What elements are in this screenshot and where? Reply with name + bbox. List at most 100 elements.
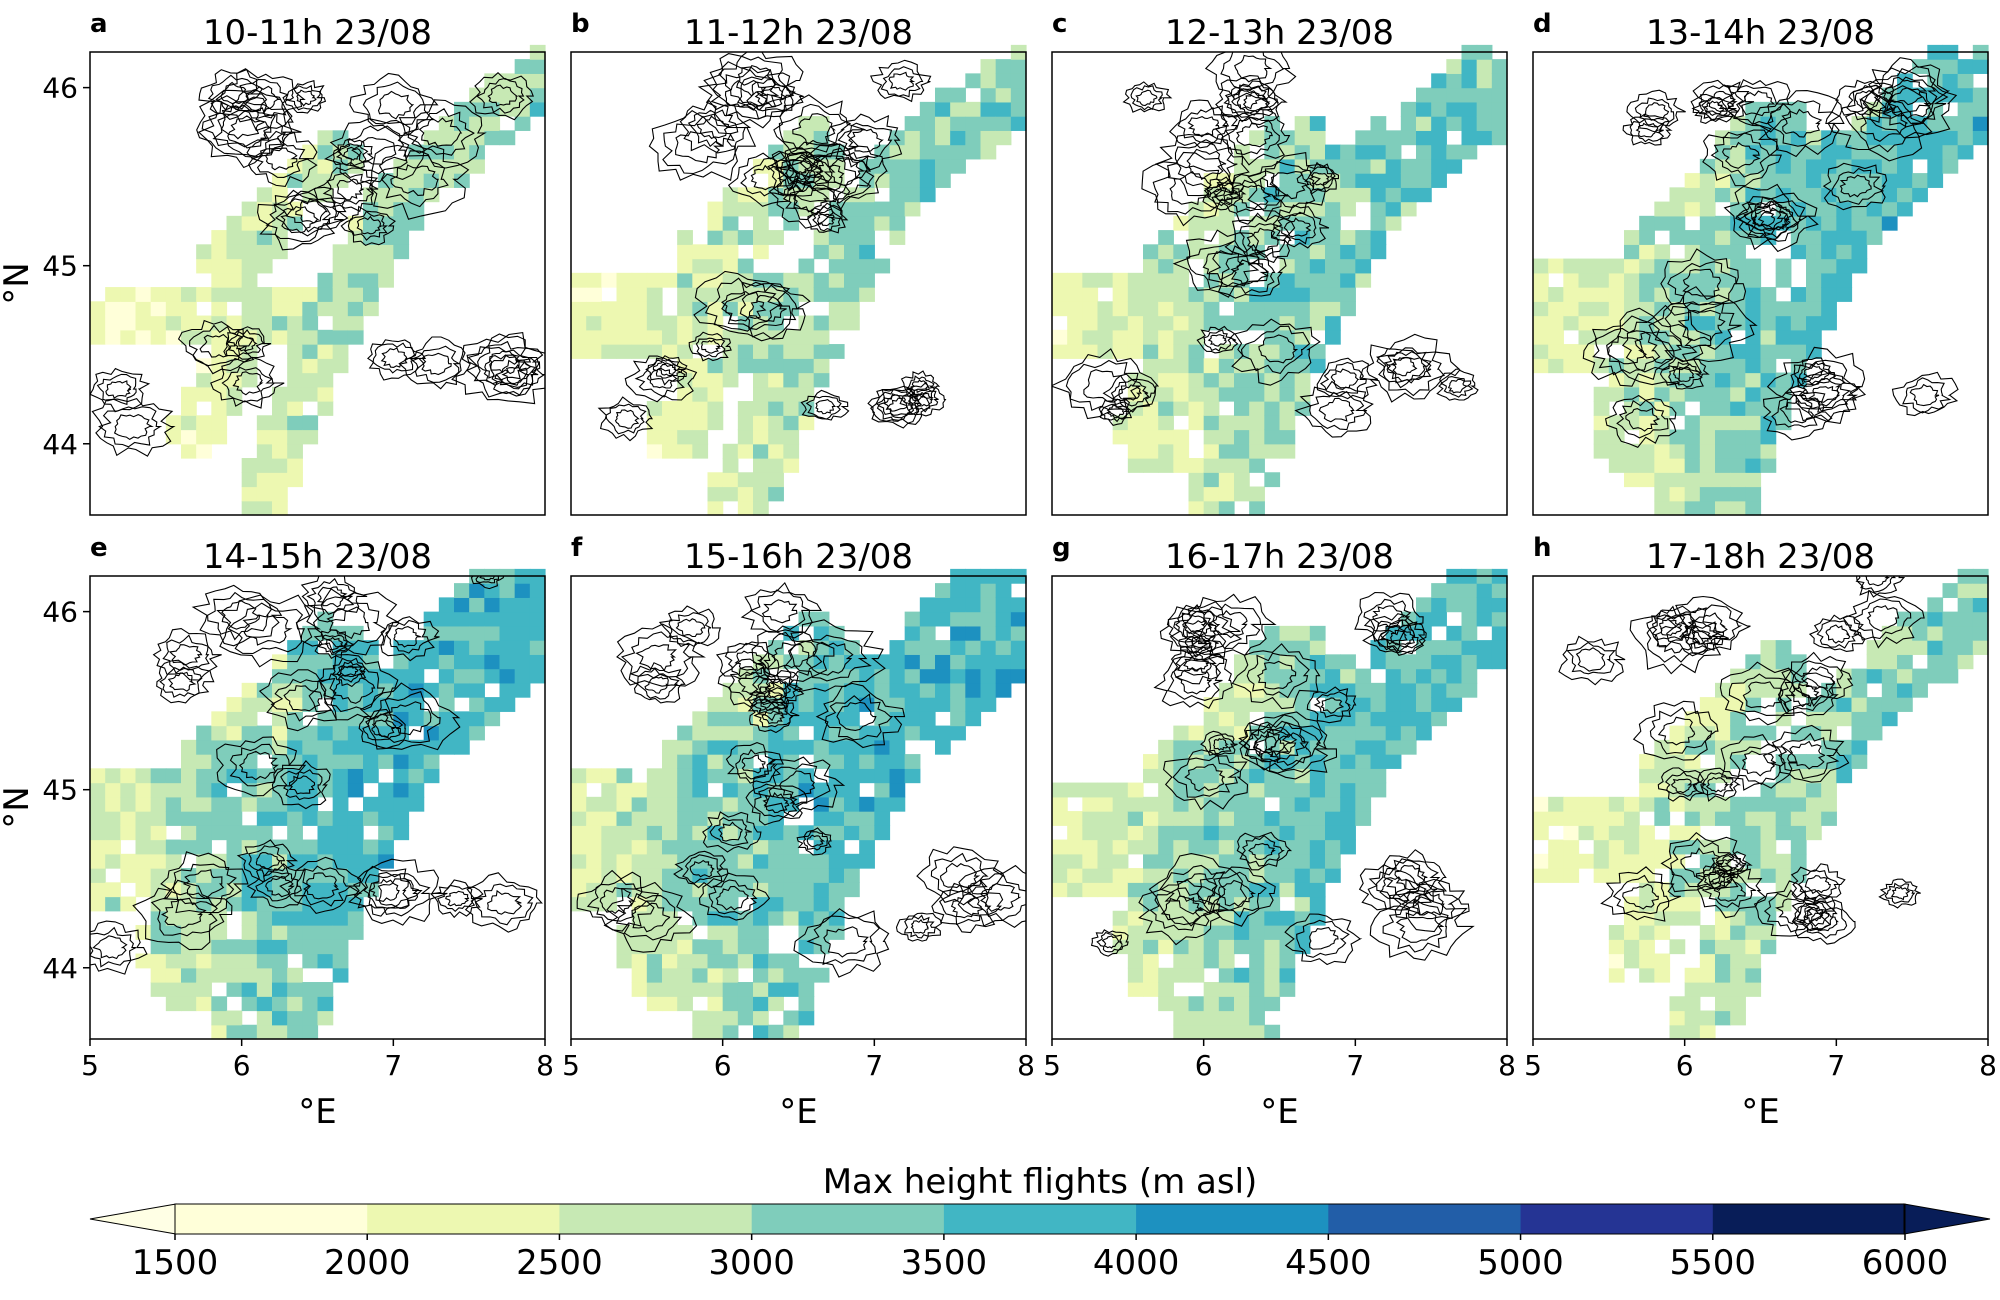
heatmap-cell: [1790, 244, 1807, 260]
heatmap-cell: [1715, 386, 1731, 402]
heatmap-cell: [1234, 1024, 1250, 1040]
heatmap-cell: [1821, 768, 1837, 784]
heatmap-cell: [1309, 301, 1326, 317]
heatmap-cell: [438, 611, 455, 627]
heatmap-cell: [1203, 996, 1220, 1012]
heatmap-cell: [662, 429, 678, 445]
heatmap-cell: [601, 839, 618, 855]
contour-line: [748, 294, 787, 322]
heatmap-cell: [1912, 625, 1928, 641]
heatmap-cell: [135, 782, 152, 798]
heatmap-cell: [378, 187, 394, 203]
heatmap-cell: [813, 625, 830, 641]
contour-line: [1808, 385, 1841, 407]
colorbar-tick-label: 4500: [1285, 1243, 1372, 1283]
heatmap-cell: [1249, 839, 1265, 855]
heatmap-cell: [1340, 754, 1356, 769]
heatmap-cell: [1264, 839, 1281, 855]
heatmap-cell: [378, 258, 394, 274]
heatmap-cell: [211, 996, 228, 1012]
heatmap-cell: [1309, 130, 1326, 146]
heatmap-cell: [1654, 443, 1671, 459]
heatmap-cell: [484, 711, 501, 727]
contour-line: [221, 366, 276, 403]
heatmap-cell: [211, 401, 228, 416]
heatmap-cell: [1067, 329, 1083, 345]
contour-line: [783, 619, 886, 693]
heatmap-cell: [571, 825, 587, 841]
contour-line: [216, 736, 307, 797]
heatmap-cell: [1370, 244, 1387, 260]
heatmap-cell: [935, 654, 951, 670]
contour-line: [159, 667, 203, 698]
heatmap-cell: [1806, 796, 1822, 812]
contour-line: [132, 879, 233, 951]
heatmap-cell: [272, 486, 288, 502]
heatmap-cell: [1431, 130, 1447, 146]
heatmap-cell: [1699, 401, 1716, 416]
heatmap-cell: [408, 768, 425, 784]
heatmap-cell: [1476, 73, 1493, 89]
heatmap-cell: [1294, 329, 1311, 345]
contour-line: [1604, 394, 1677, 448]
heatmap-cell: [571, 272, 587, 288]
heatmap-cell: [287, 472, 303, 488]
heatmap-cell: [631, 811, 648, 826]
heatmap-cell: [105, 896, 121, 912]
heatmap-cell: [1684, 825, 1701, 841]
heatmap-cell: [1203, 173, 1220, 188]
heatmap-cell: [1669, 458, 1686, 473]
heatmap-cell: [1639, 287, 1655, 302]
heatmap-cell: [889, 682, 906, 698]
heatmap-cell: [181, 967, 197, 983]
heatmap-cell: [1218, 925, 1235, 940]
heatmap-cell: [120, 315, 137, 331]
contour-line: [907, 388, 939, 413]
contour-line: [771, 642, 810, 669]
heatmap-cell: [1639, 953, 1655, 969]
heatmap-cell: [1639, 244, 1655, 260]
heatmap-cell: [393, 768, 410, 784]
contour-line: [848, 128, 884, 153]
contour-line: [1884, 882, 1916, 905]
heatmap-cell: [859, 230, 875, 245]
heatmap-cell: [828, 811, 845, 826]
heatmap-cell: [241, 230, 258, 245]
heatmap-cell: [677, 754, 693, 769]
flight-height-cells: [571, 568, 1027, 1040]
heatmap-cell: [196, 882, 212, 898]
contour-line: [1174, 141, 1238, 189]
contour-line: [1846, 84, 1892, 116]
heatmap-cell: [798, 697, 815, 712]
heatmap-cell: [1203, 1010, 1220, 1026]
heatmap-cell: [737, 486, 754, 502]
contour-line: [1734, 202, 1788, 239]
heatmap-cell: [150, 287, 167, 302]
heatmap-cell: [1249, 401, 1265, 416]
terrain-contours: [1090, 591, 1475, 966]
heatmap-cell: [813, 130, 830, 146]
heatmap-cell: [1821, 144, 1837, 160]
heatmap-cell: [677, 839, 693, 855]
contour-line: [782, 180, 838, 221]
heatmap-cell: [1234, 682, 1250, 698]
contour-line: [1607, 335, 1647, 365]
heatmap-cell: [1593, 315, 1610, 331]
heatmap-cell: [1897, 187, 1913, 203]
contour-line: [162, 634, 210, 674]
heatmap-cell: [226, 967, 243, 983]
heatmap-cell: [737, 768, 754, 784]
heatmap-cell: [1563, 272, 1580, 288]
heatmap-cell: [1446, 144, 1463, 160]
contour-line: [451, 331, 545, 405]
heatmap-cell: [1188, 486, 1205, 502]
heatmap-cell: [1715, 697, 1731, 712]
heatmap-cell: [1446, 682, 1463, 698]
heatmap-cell: [393, 668, 410, 684]
heatmap-cell: [1866, 230, 1883, 245]
heatmap-cell: [1699, 1024, 1716, 1040]
heatmap-cell: [707, 287, 724, 302]
heatmap-cell: [1745, 796, 1762, 812]
heatmap-cell: [707, 1024, 724, 1040]
heatmap-cell: [241, 725, 258, 741]
